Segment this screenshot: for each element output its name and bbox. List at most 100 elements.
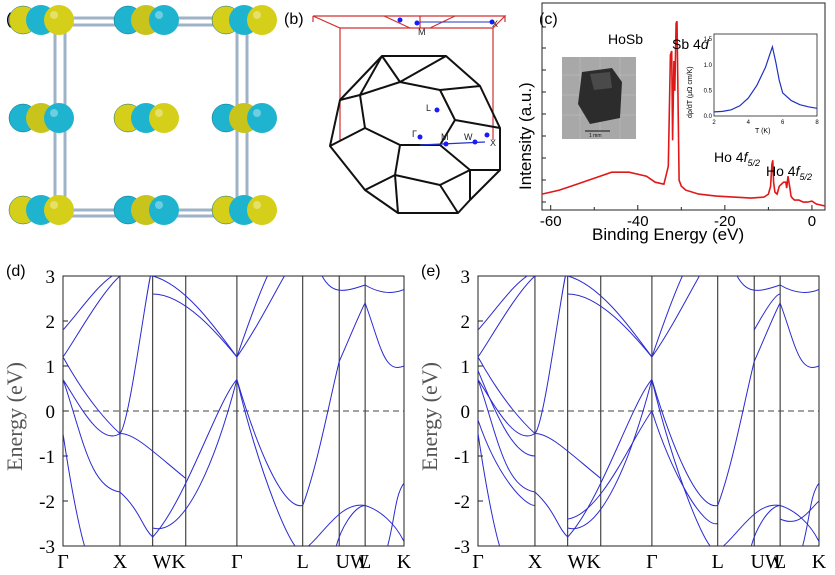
band-line xyxy=(335,505,366,546)
label-sb4d: Sb 4d xyxy=(672,36,710,52)
band-line xyxy=(63,276,121,358)
inset-ylabel: dρ/dT (μΩ cm/K) xyxy=(687,66,694,118)
label-ho4f-1: Ho 4f5/2 xyxy=(714,149,760,168)
label-hosb: HoSb xyxy=(608,31,643,47)
band-line xyxy=(567,410,653,520)
kpoint-label: UW xyxy=(751,551,784,573)
kpoint-label: X xyxy=(113,551,128,573)
pes-chart: -60 -40 -20 0 Binding Energy (eV) Intensity… xyxy=(516,2,826,244)
band-line xyxy=(478,356,602,479)
photo-scale: 1 mm xyxy=(589,133,602,139)
band-line xyxy=(567,276,653,358)
band-line xyxy=(152,276,238,358)
pes-ylabel: Intensity (a.u.) xyxy=(516,82,535,190)
kpoint-label: X xyxy=(528,551,543,573)
svg-text:W: W xyxy=(464,132,473,142)
band-line xyxy=(651,379,718,507)
svg-text:X: X xyxy=(492,19,498,29)
band-line xyxy=(567,293,653,358)
atom xyxy=(44,5,74,35)
kpoint-label: L xyxy=(712,551,724,573)
band-ytick-label: 0 xyxy=(461,402,471,423)
band-line xyxy=(152,379,238,530)
atom xyxy=(149,195,179,225)
crystal-photo: 1 mm xyxy=(562,57,636,139)
band-line xyxy=(779,302,819,369)
kpoint-label: L xyxy=(774,551,786,573)
inset-xlabel: T (K) xyxy=(755,128,770,135)
inset-xtick-label: 4 xyxy=(747,120,751,126)
band-line xyxy=(779,500,819,522)
band-line xyxy=(152,379,238,538)
atom xyxy=(149,5,179,35)
kpoint-label: WK xyxy=(153,551,187,573)
band-line xyxy=(364,505,404,542)
band-line xyxy=(152,293,238,358)
band-line xyxy=(651,276,683,358)
kpoint-label: K xyxy=(397,551,412,573)
band-ytick-label: -3 xyxy=(454,537,470,558)
atom xyxy=(44,103,74,133)
atom xyxy=(247,103,277,133)
band-line xyxy=(478,379,536,437)
band-line xyxy=(364,284,404,293)
band-ytick-label: 3 xyxy=(46,267,56,288)
band-ytick-label: 3 xyxy=(461,267,471,288)
band-ytick-label: -1 xyxy=(454,447,470,468)
band-line xyxy=(779,505,819,542)
pes-spectrum-line xyxy=(541,20,826,207)
band-ytick-label: 1 xyxy=(46,357,56,378)
band-line xyxy=(387,482,404,546)
kpoint-label: WK xyxy=(568,551,602,573)
pes-xtick-label: 0 xyxy=(808,213,816,230)
band-line xyxy=(307,504,366,546)
band-line xyxy=(119,276,151,434)
kpoint-label: Γ xyxy=(231,551,243,573)
atom xyxy=(149,103,179,133)
panel-label-d: (d) xyxy=(6,263,26,280)
band-line xyxy=(802,482,819,546)
svg-text:X: X xyxy=(490,138,496,148)
kpoint-label: UW xyxy=(336,551,369,573)
brillouin-zone: M X L Γ M W X xyxy=(312,15,507,214)
band-line xyxy=(63,379,121,437)
band-line xyxy=(736,276,781,291)
band-line xyxy=(750,505,781,546)
inset-ytick-label: 0.5 xyxy=(704,88,713,94)
svg-text:M: M xyxy=(441,132,449,142)
label-ho4f-2: Ho 4f5/2 xyxy=(766,163,812,182)
kpoint-label: Γ xyxy=(646,551,658,573)
pes-xtick-label: -60 xyxy=(540,213,562,230)
inset-ytick-label: 1.5 xyxy=(704,37,713,43)
band-ytick-label: 1 xyxy=(461,357,471,378)
band-line xyxy=(236,276,268,358)
band-line xyxy=(478,433,501,546)
panel-label-e: (e) xyxy=(421,263,441,280)
inset-chart: 2 4 6 8 0.0 0.5 1.0 1.5 T (K) dρ/dT (μΩ cm/K) xyxy=(687,33,819,135)
panel-label-b: (b) xyxy=(284,11,304,28)
kpoint-label: Γ xyxy=(57,551,69,573)
band-line xyxy=(651,410,718,525)
svg-text:L: L xyxy=(426,103,431,113)
band-ytick-label: -3 xyxy=(39,537,55,558)
band-line xyxy=(567,379,653,530)
pes-xlabel: Binding Energy (eV) xyxy=(592,225,744,244)
band-line xyxy=(236,379,303,507)
band-ytick-label: 0 xyxy=(46,402,56,423)
inset-line xyxy=(713,44,818,113)
band-ytick-label: -1 xyxy=(39,447,55,468)
panel-label-c: (c) xyxy=(539,11,558,28)
kpoint-label: Γ xyxy=(472,551,484,573)
band-line xyxy=(63,276,114,331)
band-line xyxy=(302,302,366,506)
svg-text:M: M xyxy=(418,27,426,37)
band-ylabel: Energy (eV) xyxy=(417,362,442,471)
band-ytick-label: 2 xyxy=(461,312,471,333)
band-line xyxy=(779,284,819,293)
band-line xyxy=(236,379,296,546)
kpoint-label: K xyxy=(812,551,827,573)
band-ylabel: Energy (eV) xyxy=(2,362,27,471)
inset-xtick-label: 6 xyxy=(781,120,785,126)
band-line xyxy=(717,302,781,506)
